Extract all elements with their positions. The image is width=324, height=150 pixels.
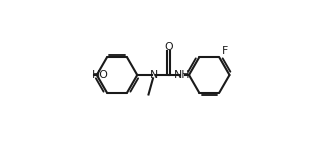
Text: HO: HO bbox=[92, 70, 109, 80]
Text: F: F bbox=[222, 46, 228, 56]
Text: N: N bbox=[150, 70, 158, 80]
Text: NH: NH bbox=[174, 70, 191, 80]
Text: O: O bbox=[165, 42, 173, 52]
